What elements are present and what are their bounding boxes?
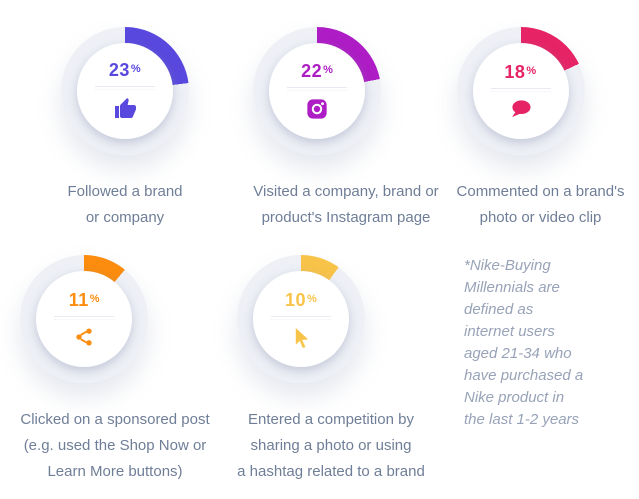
share-icon bbox=[74, 327, 94, 347]
card-caption: Followed a brand or company bbox=[67, 183, 183, 226]
footnote: *Nike-Buying Millennials are defined as … bbox=[464, 257, 584, 428]
stat-card-visited-instagram: 22% Visited a company, brand or product'… bbox=[253, 27, 439, 231]
divider bbox=[271, 315, 332, 320]
stat-card-entered-competition: 10% Entered a competition by sharing a p… bbox=[237, 255, 425, 485]
percent-value: 10% bbox=[285, 289, 318, 310]
divider bbox=[54, 316, 115, 320]
stat-card-clicked-sponsored: 11% Clicked on a sponsored post (e.g. us… bbox=[20, 255, 210, 485]
stats-grid: 23% Followed a brand or company 22% bbox=[20, 27, 625, 485]
card-caption: Entered a competition by sharing a photo… bbox=[237, 411, 425, 480]
donut-inner: 22% bbox=[269, 43, 366, 139]
divider bbox=[287, 87, 348, 91]
instagram-icon bbox=[306, 98, 328, 120]
divider bbox=[95, 86, 155, 90]
divider bbox=[490, 88, 551, 92]
donut-chart-clicked-sponsored: 11% bbox=[20, 255, 149, 383]
stat-card-followed-brand: 23% Followed a brand or company bbox=[61, 27, 189, 231]
percent-value: 18% bbox=[504, 62, 537, 82]
donut-chart-followed-brand: 23% bbox=[61, 27, 189, 155]
percent-value: 11% bbox=[68, 290, 101, 310]
card-caption: Visited a company, brand or product's In… bbox=[253, 183, 439, 226]
card-caption: Commented on a brand's photo or video cl… bbox=[456, 183, 625, 226]
donut-inner: 11% bbox=[36, 271, 133, 367]
percent-value: 23% bbox=[108, 60, 142, 80]
donut-chart-entered-competition: 10% bbox=[237, 255, 366, 383]
donut-inner: 18% bbox=[472, 43, 569, 139]
donut-inner: 23% bbox=[77, 43, 173, 139]
percent-value: 22% bbox=[301, 61, 334, 81]
stat-card-commented: 18% Commented on a brand's photo or vide… bbox=[456, 27, 625, 231]
thumbs-up-icon bbox=[113, 97, 137, 121]
card-caption: Clicked on a sponsored post (e.g. used t… bbox=[20, 411, 210, 480]
comment-icon bbox=[509, 99, 532, 119]
cursor-icon bbox=[292, 327, 311, 348]
donut-chart-commented: 18% bbox=[456, 27, 585, 155]
donut-inner: 10% bbox=[253, 271, 350, 367]
donut-chart-visited-instagram: 22% bbox=[253, 27, 382, 155]
